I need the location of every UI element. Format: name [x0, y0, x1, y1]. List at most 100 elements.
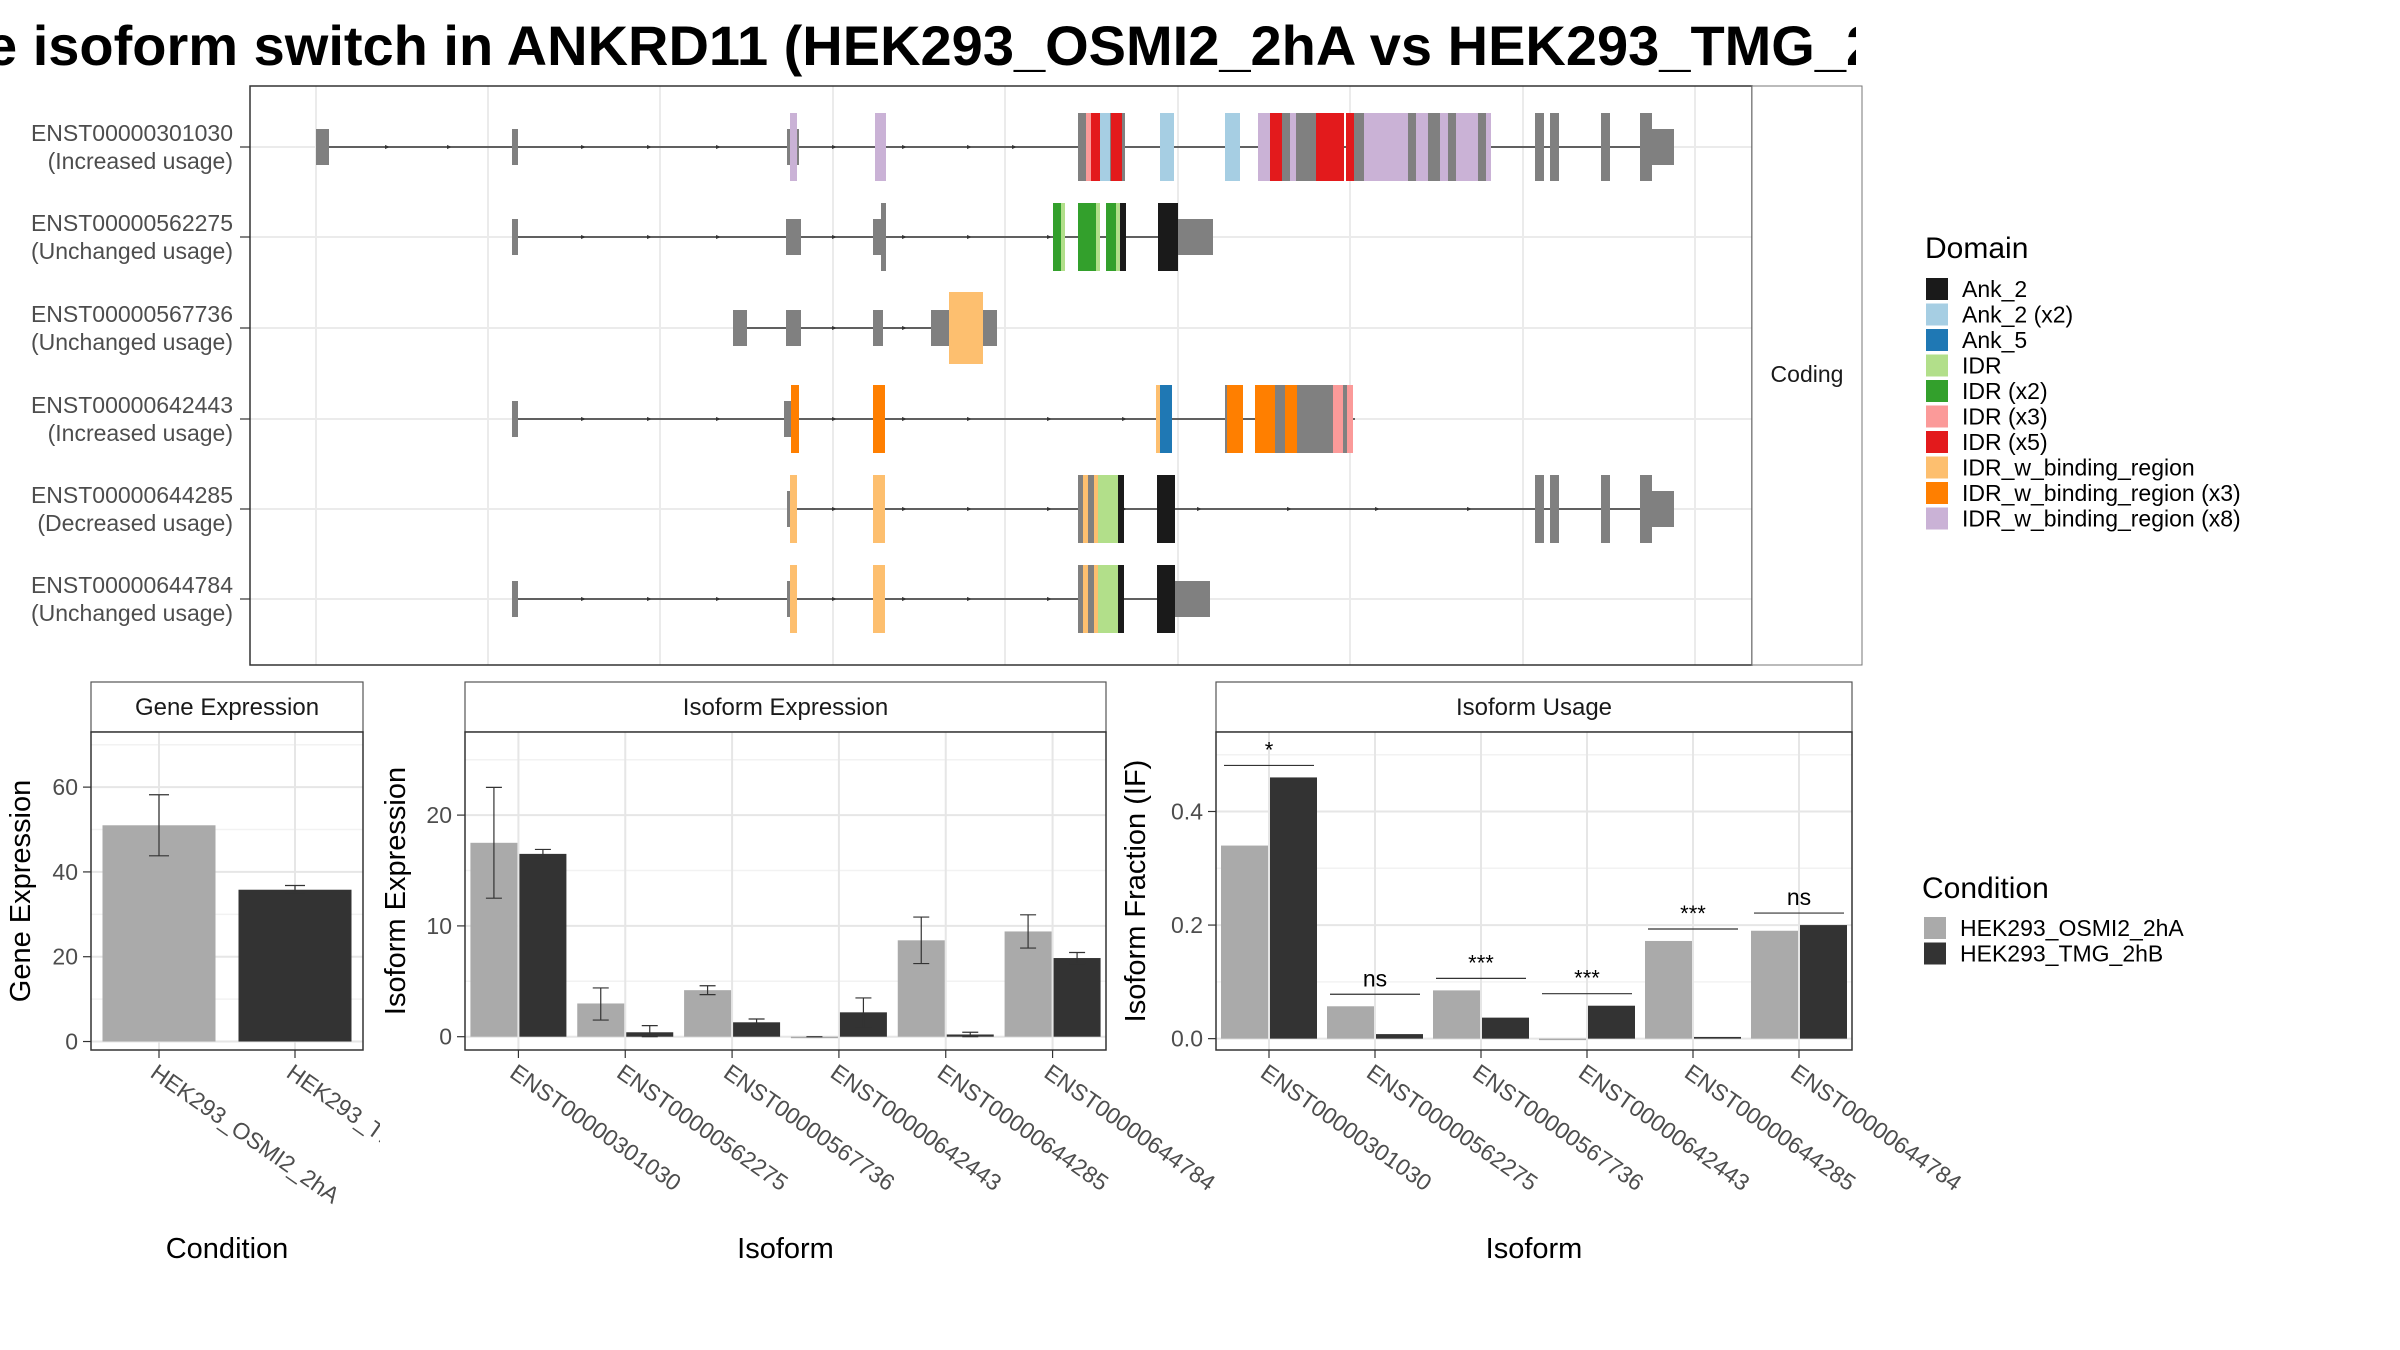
bar — [1645, 940, 1692, 1039]
bar — [1221, 845, 1268, 1039]
exon-block — [786, 219, 801, 255]
exon-block — [1094, 565, 1098, 633]
strand-arrow — [647, 417, 652, 421]
exon-block — [1225, 113, 1240, 181]
exon-block — [512, 401, 518, 437]
bar — [1270, 777, 1317, 1039]
exon-block — [1114, 565, 1118, 633]
exon-block — [1347, 385, 1353, 453]
strand-arrow — [1047, 597, 1052, 601]
facet-strip-title: Isoform Expression — [683, 694, 888, 721]
x-tick-label: ENST00000644285 — [933, 1059, 1113, 1196]
exon-block — [1416, 113, 1428, 181]
facet-strip — [1215, 681, 1853, 733]
exon-block — [1088, 475, 1094, 543]
exon-block — [1157, 475, 1175, 543]
isoform-usage-chart: Isoform Usage * ns *** *** *** ns 0.0 0.2 0.4 ENST… — [1120, 681, 1967, 1265]
exon-block — [1285, 385, 1297, 453]
exon-block — [1333, 385, 1343, 453]
legend-swatch — [1926, 456, 1948, 479]
strand-arrow — [716, 145, 721, 149]
exon-block — [733, 310, 747, 346]
strand-arrow — [832, 235, 837, 239]
legend-swatch — [1926, 303, 1948, 326]
exon-block — [1108, 475, 1114, 543]
strand-arrow — [647, 597, 652, 601]
gene-expression-chart: Gene Expression0204060HEK293_OSMI2_2hAHE… — [5, 681, 380, 1265]
exon-block — [881, 203, 886, 271]
exon-block — [1550, 113, 1559, 181]
legend-label: HEK293_TMG_2hB — [1960, 941, 2163, 967]
transcript-id-label: ENST00000562275 — [31, 210, 233, 236]
y-tick-label: 0.4 — [1171, 799, 1203, 825]
transcript-id-label: ENST00000644285 — [31, 482, 233, 508]
significance-label: ns — [1363, 965, 1387, 991]
x-tick-label: ENST00000567736 — [719, 1059, 899, 1196]
y-tick-label: 40 — [52, 859, 78, 885]
transcript-status-label: (Unchanged usage) — [31, 600, 233, 626]
bar — [1053, 958, 1101, 1037]
exon-block — [1156, 385, 1160, 453]
plot-border — [90, 731, 364, 1051]
transcript-status-label: (Decreased usage) — [37, 510, 233, 536]
legend-swatch — [1926, 431, 1948, 453]
exon-block — [1601, 113, 1610, 181]
transcript-row — [512, 203, 1213, 271]
isoform-expression-chart: Isoform Expression01020ENST00000301030EN… — [380, 681, 1220, 1265]
legend-swatch — [1926, 354, 1948, 377]
legend-label: Ank_2 (x2) — [1962, 302, 2073, 328]
exon-block — [1116, 203, 1120, 271]
exon-block — [1364, 113, 1386, 181]
bar — [1751, 930, 1798, 1039]
x-tick-label: ENST00000644784 — [1786, 1059, 1967, 1196]
strand-arrow — [716, 417, 721, 421]
facet-strip — [1751, 85, 1863, 666]
strand-arrow — [716, 235, 721, 239]
y-tick-label: 20 — [426, 802, 452, 828]
exon-block — [1225, 385, 1227, 453]
bar — [733, 1022, 781, 1037]
exon-block — [790, 475, 797, 543]
bar — [790, 1036, 838, 1039]
x-tick-label: ENST00000562275 — [612, 1059, 792, 1196]
exon-block — [1094, 475, 1098, 543]
exon-block — [1322, 113, 1334, 181]
exon-block — [1296, 113, 1318, 181]
exon-block — [1640, 475, 1652, 543]
y-tick-label: 0 — [439, 1024, 452, 1050]
strand-arrow — [647, 145, 652, 149]
legend-swatch — [1926, 278, 1948, 300]
exon-block — [1255, 385, 1275, 453]
strand-arrow — [581, 235, 586, 239]
exon-block — [512, 129, 518, 165]
exon-block — [1652, 129, 1674, 165]
x-tick-label: ENST00000567736 — [1468, 1059, 1648, 1196]
y-axis-title: Gene Expression — [5, 780, 37, 1002]
x-tick-label: ENST00000642443 — [826, 1059, 1006, 1196]
plot-border — [1215, 731, 1853, 1051]
strand-arrow — [832, 507, 837, 511]
bar — [1588, 1005, 1635, 1039]
exon-block — [316, 129, 329, 165]
strand-arrow — [967, 417, 972, 421]
plot-background — [1216, 732, 1852, 1050]
facet-strip — [90, 681, 364, 733]
bar — [102, 825, 216, 1042]
strand-arrow — [581, 145, 586, 149]
exon-block — [1118, 565, 1124, 633]
exon-block — [1114, 475, 1118, 543]
legend-label: Ank_2 — [1962, 276, 2027, 302]
legend-swatch — [1926, 405, 1948, 428]
legend-swatch — [1924, 917, 1946, 939]
significance-label: ns — [1787, 884, 1811, 910]
bar — [684, 990, 732, 1037]
exon-block — [1343, 385, 1347, 453]
exon-block — [1275, 385, 1285, 453]
strand-arrow — [1047, 235, 1052, 239]
plot-border — [464, 731, 1107, 1051]
bar — [1004, 931, 1052, 1037]
strand-arrow — [902, 326, 907, 330]
legend-label: Ank_5 — [1962, 327, 2027, 353]
strand-arrow — [902, 417, 907, 421]
